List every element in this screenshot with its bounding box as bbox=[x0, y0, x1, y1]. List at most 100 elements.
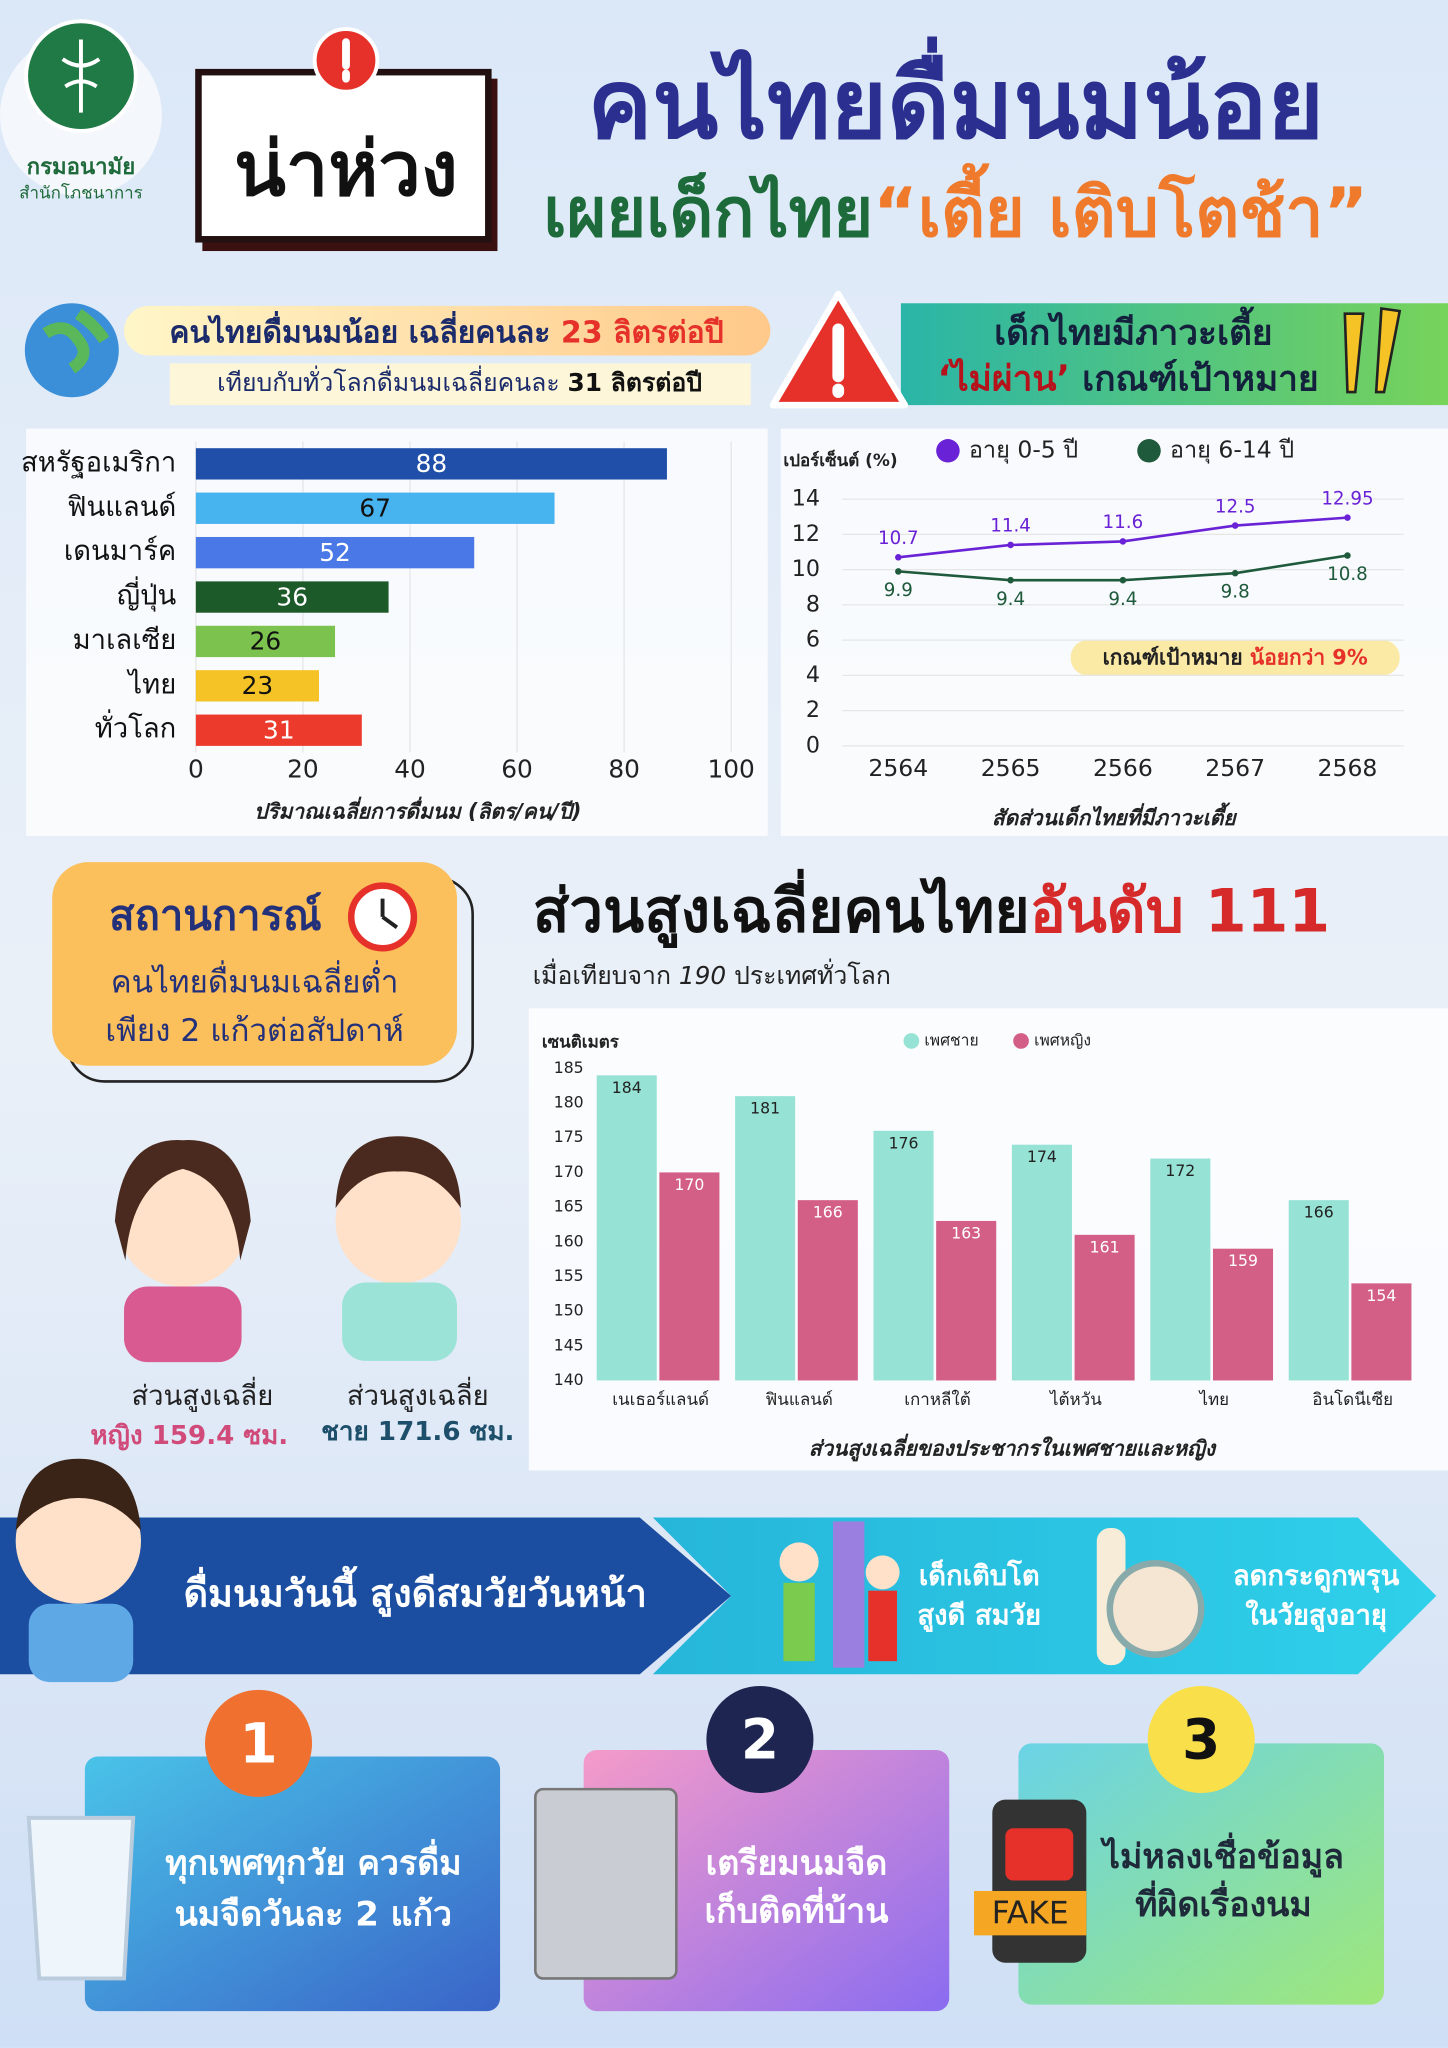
value-label: 10.7 bbox=[878, 528, 919, 549]
y-tick-label: 140 bbox=[554, 1370, 584, 1389]
value-label: 12.5 bbox=[1215, 496, 1256, 517]
boy-height: ชาย 171.6 ซม. bbox=[321, 1417, 514, 1447]
value-label: 184 bbox=[612, 1078, 642, 1097]
x-tick-label: 100 bbox=[708, 755, 755, 784]
bar bbox=[1150, 1158, 1211, 1381]
boy-hair bbox=[335, 1136, 461, 1209]
value-label: 11.4 bbox=[990, 516, 1031, 537]
globe-icon bbox=[24, 303, 119, 398]
boy-label: ส่วนสูงเฉลี่ย bbox=[347, 1377, 489, 1412]
y-tick-label: 180 bbox=[554, 1093, 584, 1112]
phone-icon bbox=[992, 1799, 1087, 1963]
tip-number-circle bbox=[706, 1685, 814, 1794]
value-label: 170 bbox=[674, 1175, 704, 1194]
legend-marker bbox=[936, 439, 960, 463]
bar bbox=[195, 581, 389, 613]
value-label: 9.9 bbox=[884, 580, 913, 601]
height-subtitle: เมื่อเทียบจาก 190 ประเทศทั่วโลก bbox=[533, 958, 891, 990]
bar bbox=[195, 536, 475, 569]
subtitle-highlight: “เตี้ย เติบโตช้า” bbox=[873, 162, 1368, 253]
x-tick-label: 40 bbox=[394, 755, 426, 784]
tip-number-circle bbox=[204, 1689, 313, 1797]
stunting-line2: ‘ไม่ผ่าน’ เกณฑ์เป้าหมาย bbox=[938, 357, 1319, 399]
height-title: ส่วนสูงเฉลี่ยคนไทยอันดับ 111 bbox=[533, 868, 1330, 948]
milk-line1-highlight: 23 ลิตรต่อปี bbox=[561, 315, 724, 350]
y-tick-label: 165 bbox=[554, 1197, 584, 1216]
annotation-text: เกณฑ์เป้าหมาย bbox=[1103, 645, 1243, 669]
y-tick-label: 170 bbox=[554, 1162, 584, 1181]
benefit-text: ในวัยสูงอายุ bbox=[1245, 1598, 1387, 1632]
x-axis-label: ส่วนสูงเฉลี่ยของประชากรในเพศชายและหญิง bbox=[809, 1434, 1217, 1462]
value-label: 10.8 bbox=[1327, 564, 1368, 585]
legend-label: อายุ 6-14 ปี bbox=[1170, 435, 1294, 463]
y-tick-label: ทั่วโลก bbox=[95, 710, 177, 745]
boy-shirt bbox=[342, 1282, 457, 1361]
tip-text: เตรียมนมจืด bbox=[706, 1843, 888, 1883]
height-subtitle-prefix: เมื่อเทียบจาก bbox=[533, 958, 671, 990]
point bbox=[1231, 522, 1239, 529]
girl-hair bbox=[114, 1140, 251, 1261]
bar bbox=[195, 492, 555, 524]
y-tick-label: 160 bbox=[554, 1231, 584, 1250]
x-tick-label: 2566 bbox=[1093, 754, 1153, 782]
stunting-line1: เด็กไทยมีภาวะเตี้ย bbox=[994, 307, 1273, 354]
bar bbox=[195, 714, 362, 746]
value-label: 52 bbox=[319, 538, 351, 567]
value-label: 9.4 bbox=[996, 589, 1025, 610]
y-tick-label: 12 bbox=[792, 521, 820, 547]
y-tick-label: 8 bbox=[806, 591, 820, 617]
org-unit: สำนักโภชนาการ bbox=[19, 183, 143, 204]
y-tick-label: 0 bbox=[806, 732, 820, 758]
tip-number-circle bbox=[1147, 1685, 1255, 1794]
legend-label: เพศชาย bbox=[924, 1030, 978, 1049]
child-face bbox=[15, 1478, 142, 1604]
point bbox=[895, 568, 902, 575]
height-subtitle-number: 190 bbox=[679, 961, 726, 990]
milk-line1: คนไทยดื่มนมน้อย เฉลี่ยคนละ 23 ลิตรต่อปี bbox=[169, 310, 723, 350]
value-label: 36 bbox=[276, 582, 308, 611]
value-label: 67 bbox=[359, 494, 391, 523]
org-name: กรมอนามัย bbox=[27, 154, 136, 180]
x-tick-label: เนเธอร์แลนด์ bbox=[612, 1390, 709, 1410]
y-tick-label: 14 bbox=[792, 486, 820, 512]
value-label: 172 bbox=[1165, 1161, 1195, 1180]
kid-icon bbox=[868, 1590, 898, 1662]
point bbox=[1344, 514, 1351, 521]
badge-text: น่าห่วง bbox=[234, 125, 458, 213]
x-axis-label: ปริมาณเฉลี่ยการดื่มนม (ลิตร/คน/ปี) bbox=[254, 796, 581, 823]
ruler-icon bbox=[833, 1521, 865, 1668]
annotation-highlight: น้อยกว่า 9% bbox=[1250, 645, 1368, 669]
main-title: คนไทยดื่มนมน้อย bbox=[588, 37, 1324, 161]
y-tick-label: 6 bbox=[806, 627, 820, 653]
x-tick-label: 0 bbox=[188, 755, 204, 784]
value-label: 176 bbox=[889, 1133, 919, 1152]
tip-card bbox=[84, 1756, 501, 2012]
y-tick-label: 155 bbox=[554, 1266, 584, 1285]
kid-icon bbox=[783, 1582, 815, 1662]
legend-marker bbox=[1137, 439, 1161, 463]
y-axis-label: เซนติเมตร bbox=[542, 1032, 620, 1052]
child-hair bbox=[15, 1458, 142, 1531]
benefit-text: สูงดี สมวัย bbox=[917, 1600, 1041, 1632]
clock-hands bbox=[380, 898, 399, 929]
x-tick-label: 2565 bbox=[981, 754, 1041, 782]
value-label: 163 bbox=[951, 1224, 981, 1243]
y-tick-label: 175 bbox=[554, 1127, 584, 1146]
tip-number: 3 bbox=[1182, 1708, 1220, 1772]
y-tick-label: 150 bbox=[554, 1301, 584, 1320]
y-tick-label: เดนมาร์ค bbox=[64, 535, 176, 567]
value-label: 174 bbox=[1027, 1147, 1057, 1166]
milk-line2-highlight: 31 ลิตรต่อปี bbox=[568, 368, 703, 397]
x-tick-label: 60 bbox=[501, 755, 533, 784]
value-label: 166 bbox=[1304, 1203, 1334, 1222]
y-tick-label: 145 bbox=[554, 1335, 584, 1354]
value-label: 12.95 bbox=[1321, 488, 1373, 509]
tip-text: นมจืดวันละ 2 แก้ว bbox=[175, 1894, 453, 1934]
fake-label: FAKE bbox=[992, 1895, 1069, 1931]
tip-number: 2 bbox=[741, 1708, 779, 1772]
y-tick-label: ฟินแลนด์ bbox=[67, 491, 176, 523]
milk-glass-icon bbox=[26, 1815, 136, 1981]
x-axis-label: สัดส่วนเด็กไทยที่มีภาวะเตี้ย bbox=[992, 802, 1237, 830]
chart-panel bbox=[780, 428, 1448, 836]
